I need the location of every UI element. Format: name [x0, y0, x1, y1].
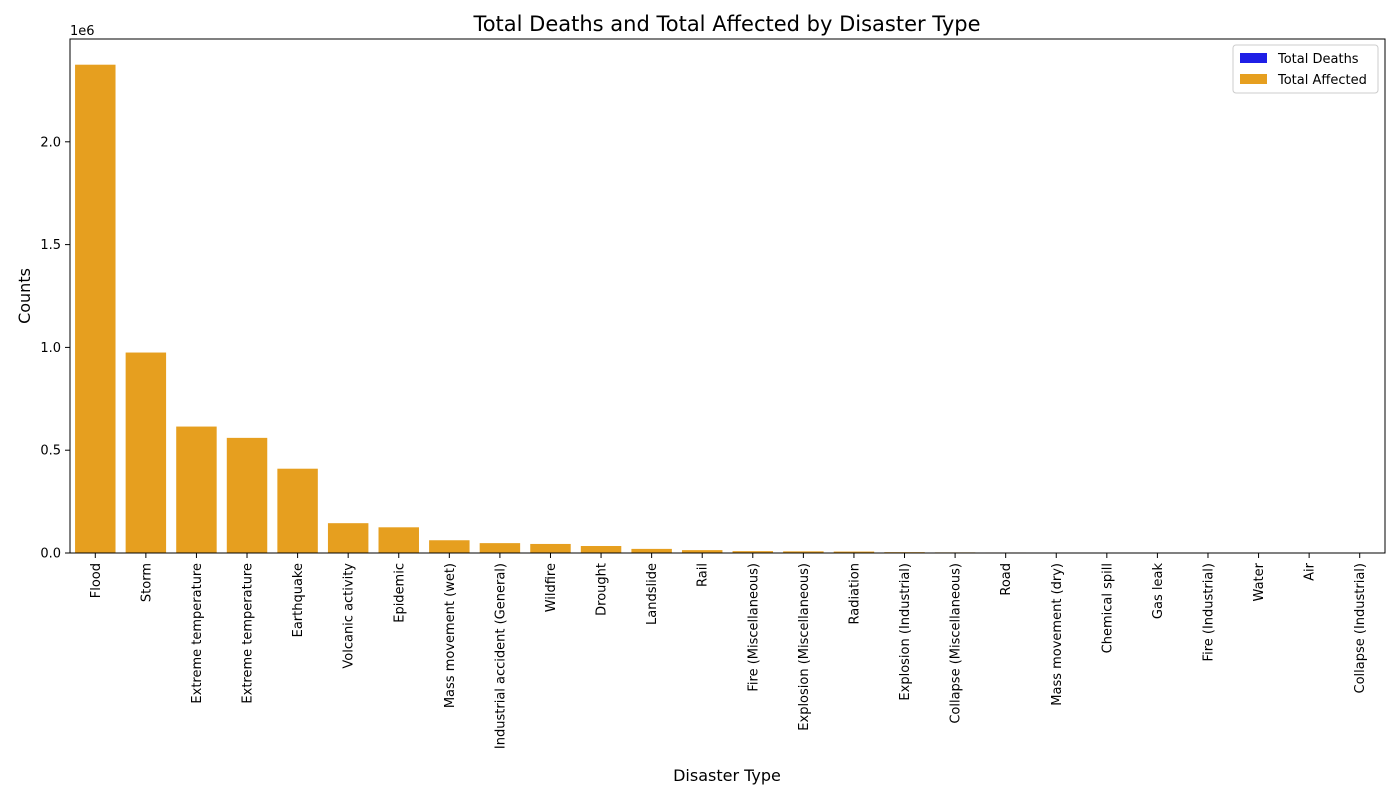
x-tick-label-11: Landslide — [645, 563, 660, 625]
x-tick-label-3: Extreme temperature — [241, 563, 256, 704]
x-tick-label-17: Collapse (Miscellaneous) — [949, 563, 964, 724]
bar-total-affected-5 — [327, 523, 369, 553]
bar-total-affected-11 — [631, 548, 672, 553]
bar-total-affected-10 — [580, 546, 622, 553]
x-tick-label-0: Flood — [89, 563, 104, 598]
bar-total-affected-12 — [681, 550, 723, 553]
x-tick-label-7: Mass movement (wet) — [443, 563, 458, 708]
y-scale-label: 1e6 — [70, 24, 95, 39]
bar-total-affected-6 — [378, 527, 419, 553]
x-tick-label-23: Water — [1252, 562, 1267, 601]
x-tick-label-2: Extreme temperature — [190, 563, 205, 704]
y-tick-label-3: 1.5 — [40, 238, 61, 253]
x-tick-label-25: Collapse (Industrial) — [1353, 563, 1368, 694]
bar-total-affected-8 — [479, 543, 521, 553]
x-tick-label-1: Storm — [139, 563, 154, 602]
bar-total-affected-2 — [176, 426, 217, 553]
bar-total-affected-13 — [732, 551, 774, 553]
bar-total-affected-0 — [75, 64, 116, 553]
legend-label-total-deaths: Total Deaths — [1277, 52, 1359, 67]
x-tick-label-8: Industrial accident (General) — [493, 563, 508, 749]
x-tick-label-14: Explosion (Miscellaneous) — [797, 563, 812, 731]
x-tick-label-22: Fire (Industrial) — [1201, 563, 1216, 661]
x-axis: Flood Storm Extreme temperature Extreme tem… — [89, 553, 1368, 749]
bar-total-affected-15 — [833, 551, 875, 553]
y-axis-label: Counts — [15, 268, 34, 324]
x-tick-label-16: Explosion (Industrial) — [898, 563, 913, 701]
x-tick-label-21: Gas leak — [1151, 563, 1166, 620]
legend-label-total-affected: Total Affected — [1277, 73, 1367, 88]
legend-swatch-total-affected — [1240, 74, 1267, 84]
x-tick-label-13: Fire (Miscellaneous) — [746, 563, 761, 692]
plot-frame — [69, 38, 1386, 554]
legend-frame — [1232, 44, 1379, 94]
bar-total-affected-4 — [277, 468, 318, 553]
bar-total-affected-3 — [226, 437, 268, 553]
x-tick-label-18: Road — [999, 563, 1014, 596]
x-tick-label-15: Radiation — [847, 563, 862, 624]
bars-group — [75, 64, 1077, 553]
legend-swatch-total-deaths — [1240, 53, 1267, 63]
y-tick-label-0: 0.0 — [40, 547, 61, 562]
y-tick-label-1: 0.5 — [40, 444, 61, 459]
bar-total-affected-7 — [429, 540, 470, 553]
x-tick-label-4: Earthquake — [291, 563, 306, 637]
x-axis-label: Disaster Type — [673, 766, 781, 785]
x-tick-label-24: Air — [1303, 562, 1318, 581]
legend: Total Deaths Total Affected — [1232, 44, 1379, 94]
y-tick-label-2: 1.0 — [40, 341, 61, 356]
bar-total-affected-14 — [783, 551, 824, 553]
x-tick-label-12: Rail — [696, 563, 711, 587]
x-tick-label-19: Mass movement (dry) — [1050, 563, 1065, 706]
x-tick-label-5: Volcanic activity — [342, 563, 357, 669]
x-tick-label-9: Wildfire — [544, 563, 559, 612]
y-axis: 0.0 0.5 1.0 1.5 2.0 — [40, 135, 70, 562]
x-tick-label-10: Drought — [595, 563, 610, 616]
x-tick-label-6: Epidemic — [392, 563, 407, 623]
chart-title: Total Deaths and Total Affected by Disas… — [472, 12, 980, 36]
x-tick-label-20: Chemical spill — [1100, 563, 1115, 653]
y-tick-label-4: 2.0 — [40, 135, 61, 150]
bar-total-affected-9 — [530, 543, 571, 553]
bar-total-affected-1 — [125, 352, 167, 553]
